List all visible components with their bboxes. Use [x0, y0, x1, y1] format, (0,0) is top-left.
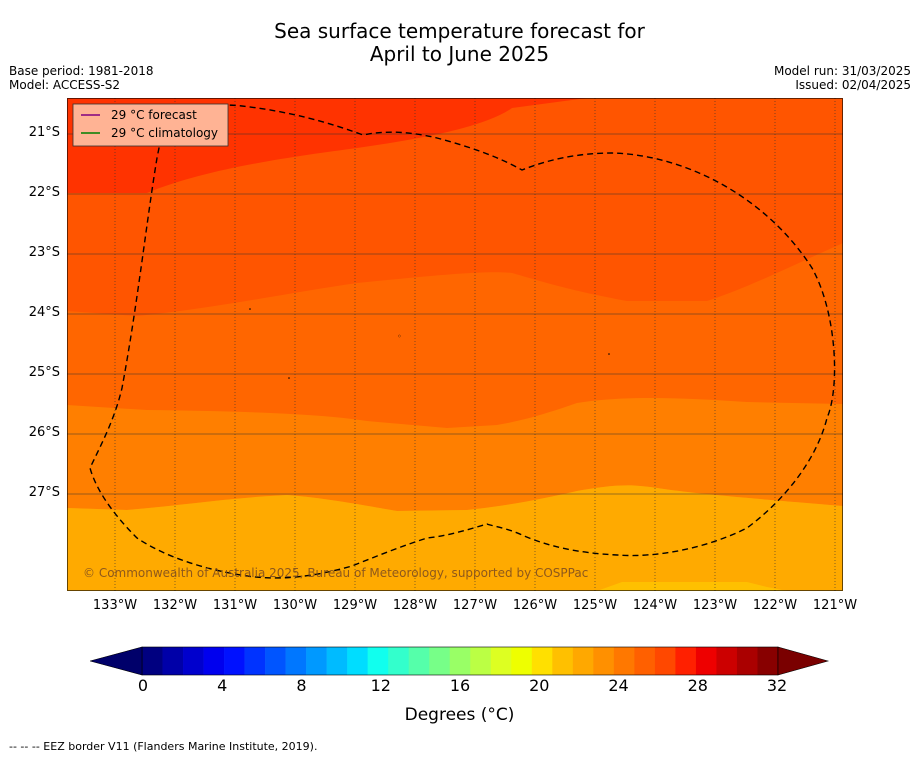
copyright-text: © Commonwealth of Australia 2025, Bureau…	[83, 566, 588, 580]
colorbar-high-extend	[777, 646, 830, 676]
colorbar-cell	[285, 647, 307, 675]
longitude-label: 121°W	[812, 598, 858, 613]
longitude-label: 124°W	[632, 598, 678, 613]
longitude-label: 131°W	[212, 598, 258, 613]
colorbar-cell	[142, 647, 163, 675]
colorbar-tick-label: 8	[296, 676, 307, 695]
colorbar-unit-label: Degrees (°C)	[404, 705, 515, 725]
colorbar-cell	[265, 647, 286, 675]
colorbar-cell	[306, 647, 327, 675]
longitude-label: 133°W	[92, 598, 138, 613]
colorbar-cell	[634, 647, 656, 675]
colorbar-cell	[572, 647, 594, 675]
latitude-label: 25°S	[28, 365, 60, 380]
eez-border	[89, 104, 836, 579]
longitude-label: 130°W	[272, 598, 318, 613]
colorbar-cell	[244, 647, 266, 675]
colorbar-cell	[490, 647, 512, 675]
climatology-legend-label: 29 °C climatology	[111, 126, 218, 140]
colorbar-cell	[757, 647, 779, 675]
colorbar-cell	[675, 647, 697, 675]
map-frame	[67, 98, 843, 591]
map-legend: 29 °C forecast 29 °C climatology	[72, 103, 229, 147]
issued-text: Issued: 02/04/2025	[795, 78, 911, 92]
band-22-23	[597, 582, 787, 591]
longitude-label: 126°W	[512, 598, 558, 613]
colorbar-cell	[326, 647, 348, 675]
latitude-label: 24°S	[28, 305, 60, 320]
colorbar-cell	[347, 647, 368, 675]
colorbar-cell	[203, 647, 225, 675]
map-title-line1: Sea surface temperature forecast for	[274, 19, 645, 43]
colorbar-tick-label: 4	[217, 676, 228, 695]
colorbar-tick-label: 24	[608, 676, 629, 695]
island-marker: ◦	[397, 332, 402, 341]
longitude-label: 122°W	[752, 598, 798, 613]
colorbar-cell	[511, 647, 533, 675]
colorbar-cell	[224, 647, 245, 675]
colorbar-cell	[388, 647, 410, 675]
model-run-text: Model run: 31/03/2025	[773, 64, 911, 78]
longitude-label: 129°W	[332, 598, 378, 613]
colorbar-tick-label: 28	[687, 676, 708, 695]
longitude-label: 125°W	[572, 598, 618, 613]
latitude-label: 23°S	[28, 245, 60, 260]
colorbar-cell	[408, 647, 430, 675]
colorbar-tick-label: 32	[766, 676, 788, 695]
colorbar-tick-label: 16	[449, 676, 471, 695]
forecast-legend-label: 29 °C forecast	[111, 108, 197, 122]
colorbar-tick-label: 20	[529, 676, 550, 695]
map-title-line2: April to June 2025	[369, 42, 550, 66]
colorbar-tick-label: 0	[137, 676, 149, 695]
eez-note: -- -- -- EEZ border V11 (Flanders Marine…	[9, 740, 318, 753]
latitude-label: 21°S	[28, 125, 60, 140]
longitude-label: 128°W	[392, 598, 438, 613]
colorbar-cell	[552, 647, 574, 675]
colorbar-cell	[695, 647, 717, 675]
colorbar-tick-label: 12	[370, 676, 391, 695]
latitude-label: 27°S	[28, 485, 60, 500]
colorbar-cell	[593, 647, 615, 675]
island-marker	[608, 353, 610, 355]
sst-map: ◦ 29 °C forecast 29 °C climatology © Com…	[67, 98, 843, 591]
longitude-label: 123°W	[692, 598, 738, 613]
colorbar-cell	[531, 647, 553, 675]
colorbar-cell	[449, 647, 471, 675]
base-period-text: Base period: 1981-2018	[9, 64, 154, 78]
colorbar-cell	[736, 647, 758, 675]
latitude-label: 22°S	[28, 185, 60, 200]
band-23-24-region	[67, 485, 843, 591]
colorbar-cell	[429, 647, 451, 675]
colorbar-cell	[470, 647, 492, 675]
longitude-label: 127°W	[452, 598, 498, 613]
colorbar-low-extend	[90, 646, 143, 676]
colorbar-cell	[613, 647, 635, 675]
island-marker	[249, 308, 251, 310]
longitude-label: 132°W	[152, 598, 198, 613]
temperature-bands	[67, 98, 843, 591]
colorbar	[90, 646, 830, 676]
latitude-label: 26°S	[28, 425, 60, 440]
island-marker	[288, 377, 290, 379]
colorbar-cell	[716, 647, 738, 675]
colorbar-cell	[162, 647, 184, 675]
colorbar-cell	[183, 647, 204, 675]
colorbar-cell	[654, 647, 676, 675]
model-text: Model: ACCESS-S2	[9, 78, 121, 92]
colorbar-cell	[367, 647, 389, 675]
